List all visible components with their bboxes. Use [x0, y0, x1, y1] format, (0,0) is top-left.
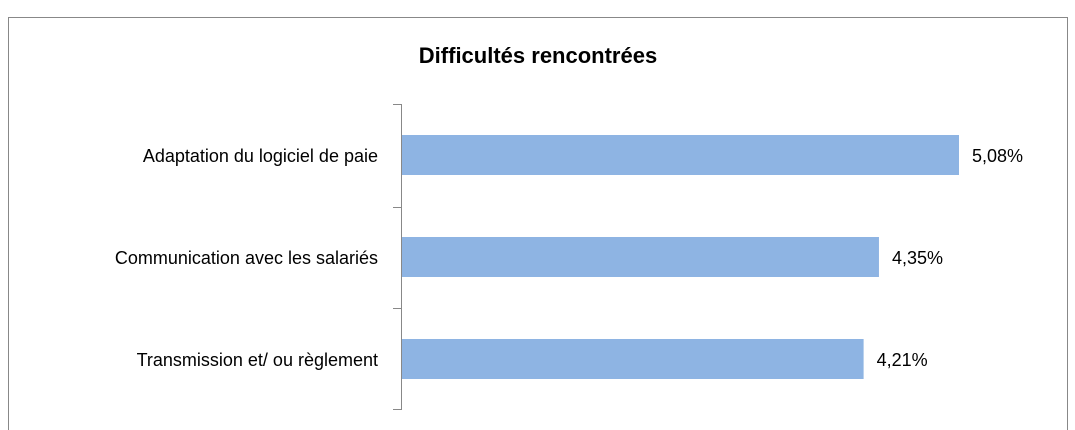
bar	[402, 135, 959, 175]
chart-frame	[8, 17, 1068, 430]
value-label: 4,21%	[877, 350, 928, 370]
value-label: 4,35%	[892, 248, 943, 268]
category-label: Communication avec les salariés	[115, 248, 378, 268]
value-label: 5,08%	[972, 146, 1023, 166]
category-label: Adaptation du logiciel de paie	[143, 146, 378, 166]
bar	[402, 339, 864, 379]
bar	[402, 237, 879, 277]
category-axis	[393, 104, 402, 410]
category-label: Transmission et/ ou règlement	[137, 350, 378, 370]
chart-title: Difficultés rencontrées	[419, 43, 657, 68]
